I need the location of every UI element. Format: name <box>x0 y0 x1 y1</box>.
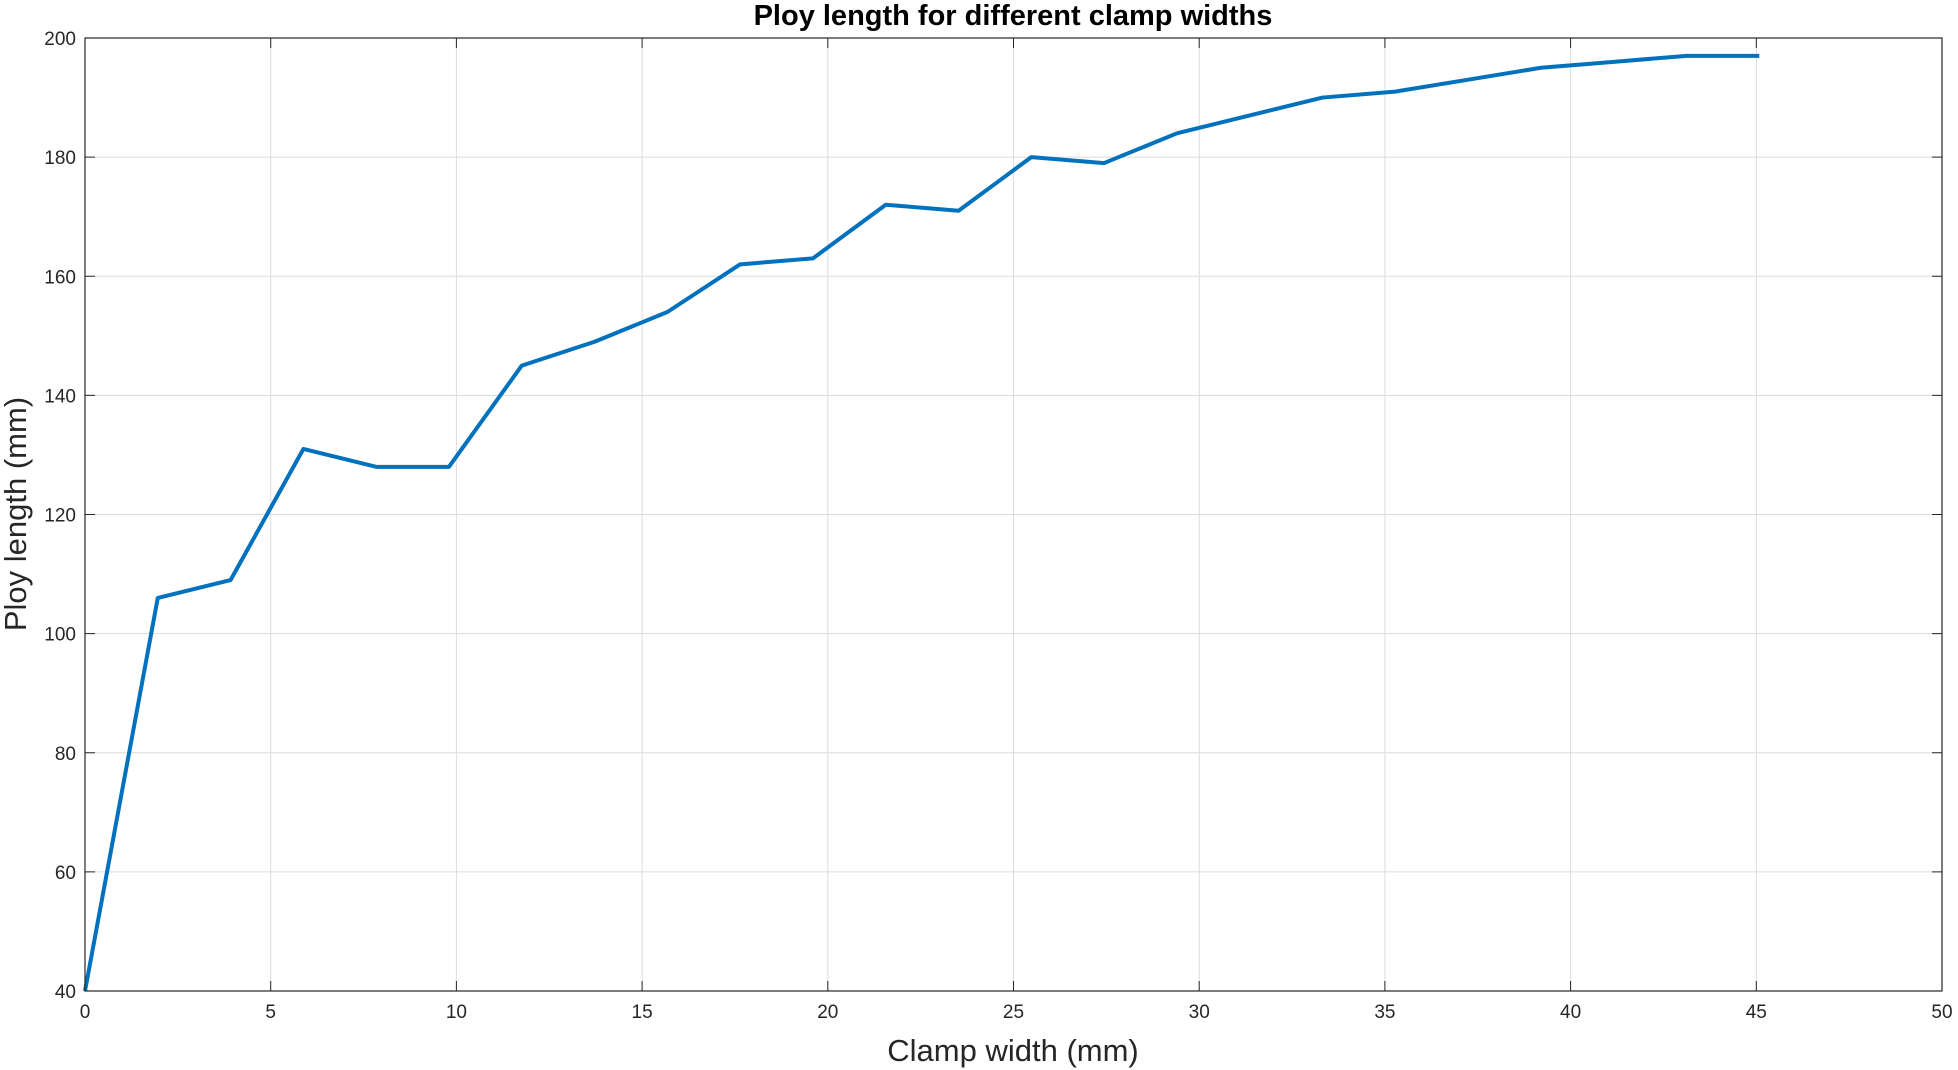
x-tick-label: 40 <box>1560 1002 1581 1023</box>
x-tick-label: 45 <box>1746 1002 1767 1023</box>
x-tick-label: 20 <box>817 1002 838 1023</box>
chart-title: Ploy length for different clamp widths <box>754 0 1273 32</box>
x-tick-labels: 0 5 10 15 20 25 30 35 40 45 50 <box>80 1002 1953 1023</box>
y-tick-label: 140 <box>44 386 76 407</box>
y-tick-label: 200 <box>44 29 76 50</box>
x-tick-label: 25 <box>1003 1002 1024 1023</box>
x-tick-label: 35 <box>1374 1002 1395 1023</box>
x-tick-label: 10 <box>446 1002 467 1023</box>
grid-lines <box>85 38 1942 991</box>
y-tick-label: 160 <box>44 267 76 288</box>
y-tick-labels: 40 60 80 100 120 140 160 180 200 <box>44 29 76 1003</box>
y-axis-label: Ploy length (mm) <box>0 397 33 631</box>
x-tick-label: 30 <box>1189 1002 1210 1023</box>
axis-ticks <box>84 37 1943 992</box>
series-layer <box>83 53 1760 992</box>
y-tick-label: 100 <box>44 625 76 646</box>
x-tick-label: 0 <box>80 1002 91 1023</box>
x-tick-label: 50 <box>1931 1002 1952 1023</box>
y-tick-label: 120 <box>44 506 76 527</box>
x-axis-label: Clamp width (mm) <box>887 1033 1138 1068</box>
y-tick-label: 80 <box>55 744 76 765</box>
x-tick-label: 5 <box>265 1002 276 1023</box>
series-line <box>83 53 1760 992</box>
y-tick-label: 180 <box>44 148 76 169</box>
y-tick-label: 40 <box>55 982 76 1003</box>
plot-frame <box>84 37 1943 992</box>
y-tick-label: 60 <box>55 863 76 884</box>
x-tick-label: 15 <box>632 1002 653 1023</box>
